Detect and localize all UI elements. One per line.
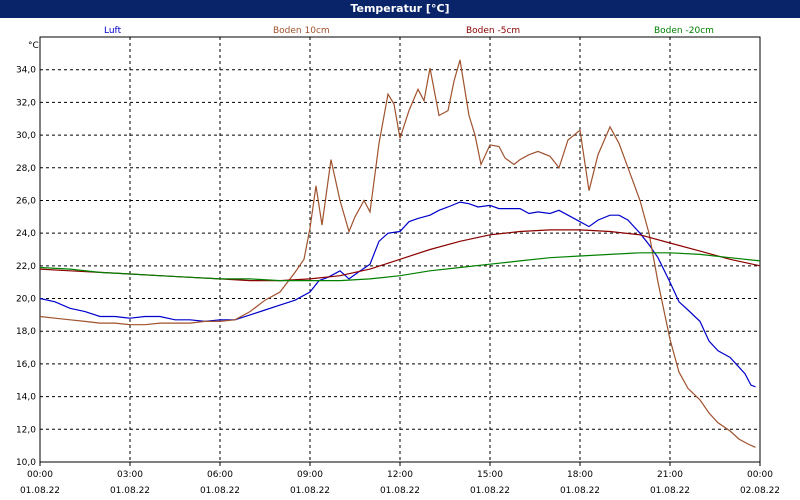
series-line-boden-20cm — [39, 252, 761, 282]
x-tick-time: 06:00 — [207, 470, 233, 480]
x-tick-time: 03:00 — [117, 470, 143, 480]
legend-luft: Luft — [104, 26, 122, 36]
x-tick-time: 12:00 — [387, 470, 413, 480]
y-tick-label: 16,0 — [16, 360, 36, 370]
x-tick-date: 01.08.22 — [200, 486, 240, 496]
x-tick-date: 01.08.22 — [380, 486, 420, 496]
plot-frame — [39, 36, 761, 463]
x-tick-date: 01.08.22 — [470, 486, 510, 496]
x-tick-date: 01.08.22 — [110, 486, 150, 496]
x-tick-time: 15:00 — [477, 470, 503, 480]
y-tick-label: 10,0 — [16, 458, 36, 468]
x-tick-time: 21:00 — [657, 470, 683, 480]
y-axis-unit: °C — [28, 41, 39, 51]
x-tick-date: 01.08.22 — [650, 486, 690, 496]
legend-boden-minus20cm: Boden -20cm — [654, 26, 714, 36]
x-tick-time: 09:00 — [297, 470, 323, 480]
y-tick-label: 12,0 — [16, 425, 36, 435]
y-tick-label: 34,0 — [16, 66, 36, 76]
x-tick-time: 00:00 — [27, 470, 53, 480]
y-tick-label: 32,0 — [16, 98, 36, 108]
y-tick-label: 26,0 — [16, 196, 36, 206]
x-tick-time: 18:00 — [567, 470, 593, 480]
y-tick-label: 28,0 — [16, 164, 36, 174]
series-line-boden-10cm — [39, 59, 756, 448]
y-tick-label: 24,0 — [16, 229, 36, 239]
y-tick-label: 14,0 — [16, 393, 36, 403]
title-bar: Temperatur [°C] — [0, 0, 800, 18]
y-tick-label: 22,0 — [16, 262, 36, 272]
y-tick-label: 20,0 — [16, 295, 36, 305]
x-tick-time: 00:00 — [747, 470, 773, 480]
chart-title: Temperatur [°C] — [350, 2, 450, 15]
legend-boden-10cm: Boden 10cm — [273, 26, 330, 36]
series-line-luft — [39, 201, 756, 388]
x-tick-date: 01.08.22 — [20, 486, 60, 496]
x-tick-date: 01.08.22 — [560, 486, 600, 496]
x-tick-date: 02.08.22 — [740, 486, 780, 496]
legend-boden-minus5cm: Boden -5cm — [466, 26, 521, 36]
y-tick-label: 30,0 — [16, 131, 36, 141]
x-tick-date: 01.08.22 — [290, 486, 330, 496]
y-tick-label: 18,0 — [16, 327, 36, 337]
